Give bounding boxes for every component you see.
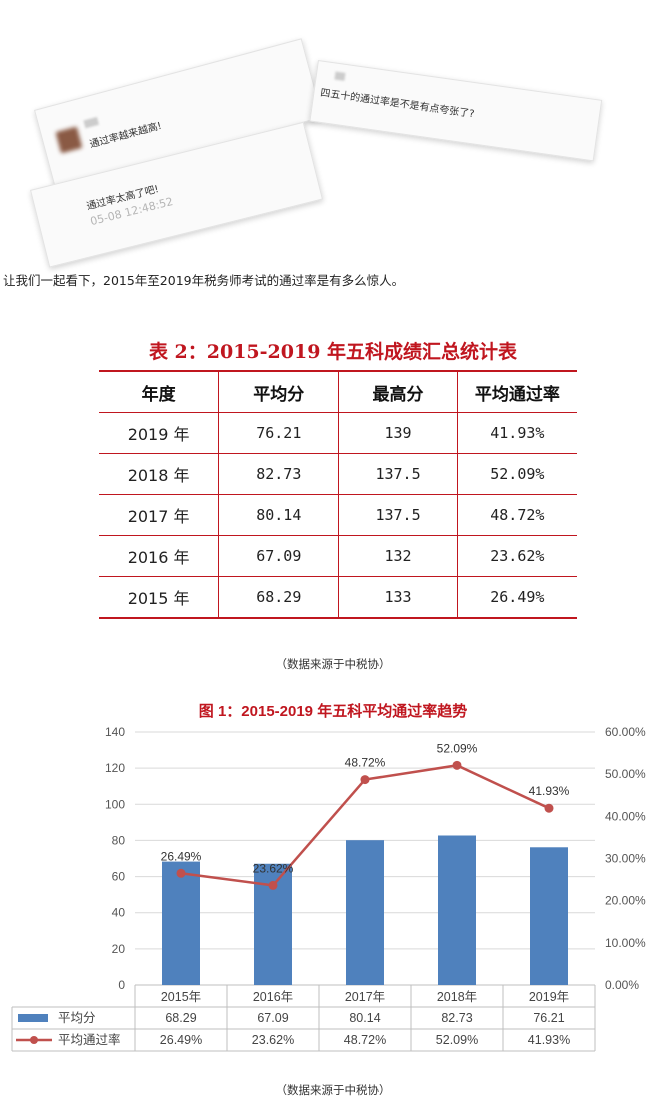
y-left-tick-label: 80 <box>112 833 126 847</box>
cell-max-score: 132 <box>338 535 458 577</box>
cell-max-score: 137.5 <box>338 494 458 536</box>
source-note-chart: （数据来源于中税协） <box>275 1083 391 1097</box>
table-row: 2016 年 67.09 132 23.62% <box>99 535 577 577</box>
comment-text: 四五十的通过率是不是有点夸张了? <box>319 87 475 121</box>
header-avg-score: 平均分 <box>218 371 340 413</box>
stats-table: 年度 平均分 最高分 平均通过率 2019 年 76.21 139 41.93%… <box>99 370 577 619</box>
line-point <box>452 760 462 770</box>
table-row: 2019 年 76.21 139 41.93% <box>99 412 577 454</box>
legend-label: 平均通过率 <box>58 1032 121 1047</box>
cell-pass-rate: 23.62% <box>456 535 577 577</box>
bar <box>346 840 384 985</box>
y-right-tick-label: 30.00% <box>605 852 646 866</box>
legend-swatch-bar <box>18 1014 48 1022</box>
header-year: 年度 <box>99 371 220 413</box>
line-point <box>544 803 554 813</box>
table-value: 52.09% <box>436 1033 478 1047</box>
intro-paragraph: 让我们一起看下，2015年至2019年税务师考试的通过率是有多么惊人。 <box>3 273 405 288</box>
y-right-tick-label: 40.00% <box>605 809 646 823</box>
x-tick-label: 2018年 <box>437 990 477 1004</box>
data-label: 48.72% <box>345 756 386 770</box>
comment-card-2: 四五十的通过率是不是有点夸张了? <box>309 60 603 162</box>
bar <box>162 861 200 985</box>
header-pass-rate: 平均通过率 <box>456 371 577 413</box>
data-label: 26.49% <box>161 849 202 863</box>
cell-year: 2015 年 <box>99 576 220 618</box>
cell-pass-rate: 41.93% <box>456 412 577 454</box>
data-label: 23.62% <box>253 861 294 875</box>
cell-pass-rate: 26.49% <box>456 576 577 618</box>
table-value: 76.21 <box>533 1011 564 1025</box>
header-max-score: 最高分 <box>338 371 458 413</box>
table-value: 48.72% <box>344 1033 386 1047</box>
cell-avg-score: 67.09 <box>218 535 340 577</box>
avatar <box>55 126 83 154</box>
y-right-tick-label: 10.00% <box>605 936 646 950</box>
table-value: 23.62% <box>252 1033 294 1047</box>
x-tick-label: 2015年 <box>161 990 201 1004</box>
blurred-username <box>83 116 100 129</box>
line-point <box>360 775 370 785</box>
cell-avg-score: 80.14 <box>218 494 340 536</box>
x-tick-label: 2019年 <box>529 990 569 1004</box>
y-right-tick-label: 0.00% <box>605 978 639 992</box>
comment-text: 通过率越来越高! <box>88 120 163 151</box>
x-tick-label: 2016年 <box>253 990 293 1004</box>
y-right-tick-label: 60.00% <box>605 725 646 739</box>
y-left-tick-label: 60 <box>112 870 126 884</box>
cell-year: 2016 年 <box>99 535 220 577</box>
table-value: 26.49% <box>160 1033 202 1047</box>
y-left-tick-label: 0 <box>118 978 125 992</box>
table-row: 2015 年 68.29 133 26.49% <box>99 576 577 618</box>
y-right-tick-label: 50.00% <box>605 767 646 781</box>
legend-swatch-marker <box>30 1036 38 1044</box>
cell-max-score: 137.5 <box>338 453 458 495</box>
y-left-tick-label: 40 <box>112 906 126 920</box>
chart-title: 图 1：2015-2019 年五科平均通过率趋势 <box>199 702 467 720</box>
data-label: 52.09% <box>437 741 478 755</box>
table-value: 67.09 <box>257 1011 288 1025</box>
y-left-tick-label: 120 <box>105 761 125 775</box>
cell-max-score: 139 <box>338 412 458 454</box>
y-right-tick-label: 20.00% <box>605 894 646 908</box>
pass-rate-trend-chart: 图 1：2015-2019 年五科平均通过率趋势 0 20 40 60 80 100 120 1… <box>11 702 646 1052</box>
bar <box>530 847 568 985</box>
table-title: 表 2：2015-2019 年五科成绩汇总统计表 <box>148 341 518 363</box>
cell-avg-score: 68.29 <box>218 576 340 618</box>
cell-avg-score: 82.73 <box>218 453 340 495</box>
blurred-username <box>334 71 346 81</box>
line-point <box>268 880 278 890</box>
table-row: 2017 年 80.14 137.5 48.72% <box>99 494 577 536</box>
y-left-tick-label: 140 <box>105 725 125 739</box>
line-point <box>176 868 186 878</box>
table-value: 41.93% <box>528 1033 570 1047</box>
table-value: 68.29 <box>165 1011 196 1025</box>
cell-pass-rate: 52.09% <box>456 453 577 495</box>
y-left-tick-label: 20 <box>112 942 126 956</box>
table-value: 82.73 <box>441 1011 472 1025</box>
y-left-tick-label: 100 <box>105 797 125 811</box>
cell-year: 2018 年 <box>99 453 220 495</box>
table-row: 2018 年 82.73 137.5 52.09% <box>99 453 577 495</box>
cell-pass-rate: 48.72% <box>456 494 577 536</box>
cell-year: 2019 年 <box>99 412 220 454</box>
bar <box>438 835 476 985</box>
legend-label: 平均分 <box>58 1011 96 1025</box>
cell-year: 2017 年 <box>99 494 220 536</box>
x-tick-label: 2017年 <box>345 990 385 1004</box>
source-note-table: （数据来源于中税协） <box>275 657 391 671</box>
cell-avg-score: 76.21 <box>218 412 340 454</box>
table-value: 80.14 <box>349 1011 380 1025</box>
data-label: 41.93% <box>529 784 570 798</box>
cell-max-score: 133 <box>338 576 458 618</box>
table-header-row: 年度 平均分 最高分 平均通过率 <box>99 371 577 413</box>
